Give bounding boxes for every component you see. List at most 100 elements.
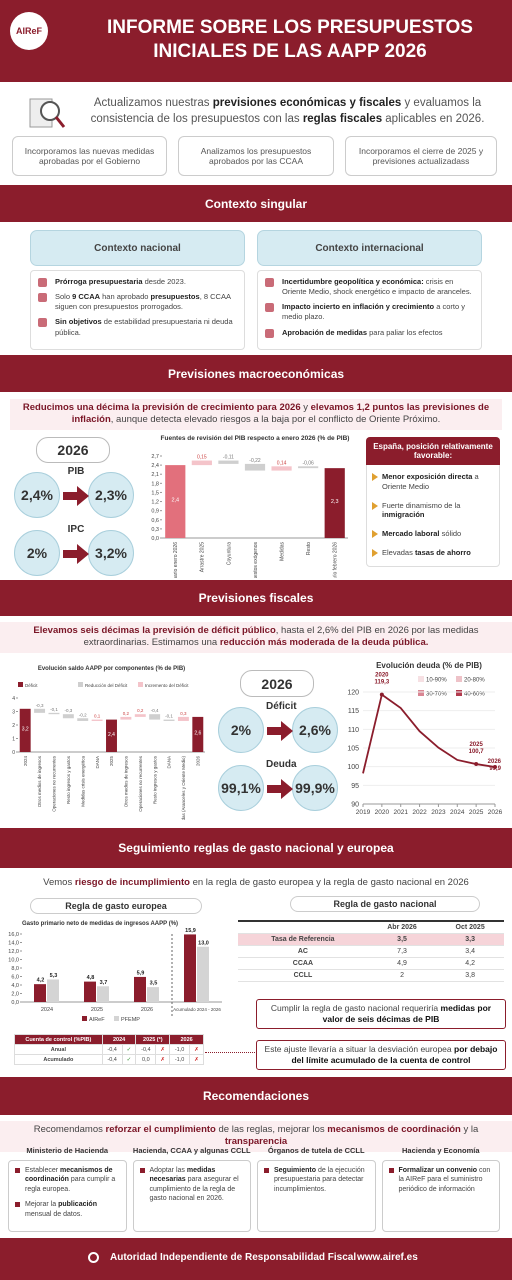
logo: AIReF [10,12,48,50]
text: Actualizamos nuestras [93,97,213,109]
y-tick-label: 90 [351,802,359,809]
indicator-from: 99,1% [218,765,264,811]
y-tick-label: 12,0 [8,949,19,955]
recs-columns: Ministerio de Hacienda Establecer mecanis… [8,1146,506,1234]
indicator-label: IPC [67,524,85,535]
bold-text: mecanismos de coordinación [327,1124,461,1135]
bold-text: Sin objetivos [55,317,102,327]
x-tick-label: 2022 [412,809,427,816]
bold-text: Reducimos una décima la previsión de cre… [22,402,301,413]
bold-text: 9 CCAA [72,292,101,302]
bar [149,714,161,720]
y-tick-label: 16,0 [8,932,19,938]
arrow [63,544,89,564]
national-table: Abr 2026 Oct 2025 Tasa de Referencia 3,5 3,3… [238,920,504,982]
rec-item: Formalizar un convenio con la AIReF para… [388,1166,494,1194]
legend-swatch [456,690,462,696]
value-label: 0,2 [123,711,130,716]
value-label: 3,2 [22,726,29,732]
x-tick-label: 2023 [431,809,446,816]
text: sólido [439,529,462,538]
context-header: Contexto nacional [30,230,245,266]
arrow [267,721,293,741]
y-tick-label: 0,6 [151,518,159,524]
text: mensual de datos. [25,1210,83,1218]
row: Tasa de Referencia 3,5 3,3 [238,933,504,946]
chart-title: Gasto primario neto de medidas de ingres… [22,921,178,927]
value-label: 0,3 [180,711,187,716]
bar [97,986,109,1002]
indicator-label: Deuda [266,759,297,770]
bar [324,468,345,538]
chart-title: Evolución deuda (% de PIB) [376,661,482,670]
cell: ✗ [188,1044,205,1055]
rec-item: Mejorar la publicación mensual de datos. [15,1200,120,1219]
rule-pill: Regla de gasto europea [30,898,202,914]
y-tick-label: 0,3 [151,527,159,533]
list-item: Sin objetivos de estabilidad presupuesta… [38,317,238,337]
header [0,0,512,82]
indicator-to: 2,3% [88,472,134,518]
indicator-from: 2,4% [14,472,60,518]
point [493,765,497,770]
list-item: Prórroga presupuestaria desde 2023. [38,277,238,288]
legend-swatch [82,1016,87,1021]
value-label: -0,1 [165,714,173,719]
bar [191,460,212,466]
y-tick-label: 100 [347,764,359,771]
intro-text: Actualizamos nuestras previsiones económ… [80,96,495,127]
y-tick-label: 95 [351,783,359,790]
cell: 7,3 [367,945,437,958]
x-tick-label: DANA [167,756,172,769]
value-label: -0,3 [64,708,72,713]
row: AC 7,3 3,4 [238,945,504,958]
legend-label: 20-80% [464,678,485,684]
bar [163,719,175,721]
x-tick-label: Medidas [279,542,285,561]
bold-text: por debajo del límite acumulado de la cu… [291,1044,498,1066]
legend-swatch [418,676,424,682]
magnifier-icon [29,98,66,128]
cell: 2 [367,969,437,982]
note: Cumplir la regla de gasto nacional reque… [256,999,506,1030]
arrow-shape [267,779,293,799]
value-label: 119,3 [375,680,390,686]
value-label: 2,4 [108,732,115,738]
section-band: Previsiones fiscales [0,580,512,616]
indicator-from: 2% [14,530,60,576]
header-cell: 2024 [101,1034,137,1045]
x-tick-label: Medidas crisis energética [80,756,85,807]
arrow-shape [267,721,293,741]
year-pill: 2026 [36,437,110,463]
arrow-shape [63,486,89,506]
spending-chart: Gasto primario neto de medidas de ingres… [8,921,222,1023]
rec-title: Órganos de tutela de CCLL [267,1146,365,1155]
header-cell [238,922,368,934]
text: han aprobado [100,292,151,302]
debt-chart: Evolución deuda (% de PIB) 10-90% 20-80% 30… [347,661,502,816]
value-label: 15,9 [185,928,196,934]
y-tick-label: 1,8 [151,481,159,487]
value-label: -0,4 [151,708,159,713]
section-band: Seguimiento reglas de gasto nacional y e… [0,828,512,868]
footer-icon [88,1252,99,1263]
header-row: Abr 2026 Oct 2025 [238,922,504,934]
bold-text: Mercado laboral [382,529,440,538]
cell: ✗ [155,1054,171,1065]
bar [197,946,209,1002]
x-tick-label: 2026 [195,756,200,767]
value-label: -0,1 [50,707,58,712]
text: aplicables en 2026. [382,112,485,125]
text: para asegurar el cumplimiento de la regl… [149,1176,239,1203]
text: Recomendamos [33,1124,106,1135]
cell: 4,9 [367,957,437,970]
text: Cumplir la regla de gasto nacional reque… [270,1003,441,1013]
row: CCAA 4,9 4,2 [238,957,504,970]
x-tick-label: Operaciones no recurrentes [52,755,57,812]
bar [91,719,103,721]
text: Elevadas [382,547,415,557]
bullet [372,473,378,481]
cell: ✗ [155,1044,171,1055]
y-tick-label: 2,1 [151,472,159,478]
